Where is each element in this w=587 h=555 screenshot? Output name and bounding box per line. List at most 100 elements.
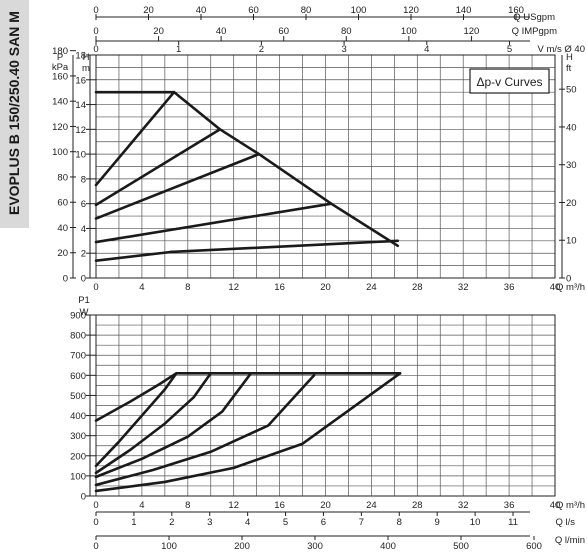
x-tick-label: 4	[139, 282, 144, 293]
power-curve	[94, 372, 253, 479]
hft-axis-label-h: H	[566, 52, 573, 63]
impgpm-tick-label: 120	[463, 26, 479, 37]
impgpm-axis-label: Q IMPgpm	[512, 26, 557, 37]
power-curve	[94, 372, 213, 475]
velocity-tick-label: 0	[93, 44, 98, 55]
head-curve	[94, 202, 333, 244]
ls-tick-label: 2	[169, 517, 174, 528]
kpa-tick-label: 80	[57, 172, 68, 183]
lmin-tick-label: 500	[453, 541, 469, 552]
x-tick-label: 16	[274, 500, 285, 511]
legend-box	[469, 68, 550, 94]
power-tick-label: 400	[70, 411, 86, 422]
velocity-axis-label: V m/s Ø 40	[537, 44, 585, 55]
x-tick-label: 36	[504, 500, 515, 511]
lmin-tick-label: 600	[526, 541, 542, 552]
hm-tick-label: 16	[75, 75, 86, 86]
x-tick-label: 24	[366, 282, 377, 293]
impgpm-tick-label: 40	[216, 26, 227, 37]
x-axis-label: Q m³/h	[556, 500, 585, 511]
power-tick-label: 200	[70, 451, 86, 462]
title-band: EVOPLUS B 150/250.40 SAN M	[0, 0, 29, 228]
x-tick-label: 28	[412, 500, 423, 511]
head-curve	[165, 90, 400, 248]
hft-tick-label: 50	[566, 85, 577, 96]
hm-tick-label: 14	[75, 100, 86, 111]
hft-tick-label: 20	[566, 198, 577, 209]
kpa-tick-label: 100	[52, 147, 68, 158]
ls-tick-label: 6	[321, 517, 326, 528]
x-tick-label: 8	[185, 500, 190, 511]
usgpm-axis-label: Q USgpm	[513, 12, 555, 23]
ls-tick-label: 10	[470, 517, 481, 528]
hm-tick-label: 10	[75, 150, 86, 161]
head-curve	[94, 250, 172, 262]
hm-axis-label-h: H	[83, 52, 90, 63]
lmin-axis-label: Q l/min	[555, 535, 585, 546]
ls-tick-label: 5	[283, 517, 288, 528]
power-tick-label: 0	[81, 492, 86, 503]
lmin-tick-label: 0	[93, 541, 98, 552]
velocity-tick-label: 2	[259, 44, 264, 55]
x-tick-label: 16	[274, 282, 285, 293]
velocity-tick-label: 1	[176, 44, 181, 55]
hft-tick-label: 0	[566, 274, 571, 285]
x-axis-label: Q m³/h	[556, 282, 585, 293]
hm-tick-label: 2	[81, 249, 86, 260]
usgpm-tick-label: 140	[456, 5, 472, 16]
head-curve	[94, 90, 176, 187]
ls-tick-label: 1	[131, 517, 136, 528]
usgpm-tick-label: 20	[143, 5, 154, 16]
ls-tick-label: 9	[435, 517, 440, 528]
x-tick-label: 4	[139, 500, 144, 511]
x-tick-label: 12	[228, 500, 239, 511]
hm-axis-label-unit: m	[82, 63, 90, 74]
kpa-axis-label-p: P	[57, 52, 63, 63]
x-tick-label: 40	[550, 282, 561, 293]
power-tick-label: 500	[70, 391, 86, 402]
x-tick-label: 32	[458, 500, 469, 511]
x-tick-label: 0	[93, 500, 98, 511]
kpa-tick-label: 140	[52, 97, 68, 108]
power-tick-label: 900	[70, 311, 86, 322]
usgpm-tick-label: 120	[403, 5, 419, 16]
power-tick-label: 600	[70, 371, 86, 382]
plot-frame-lower	[95, 314, 556, 497]
kpa-tick-label: 20	[57, 248, 68, 259]
usgpm-tick-label: 60	[248, 5, 259, 16]
impgpm-tick-label: 60	[278, 26, 289, 37]
ls-tick-label: 0	[93, 517, 98, 528]
kpa-tick-label: 40	[57, 223, 68, 234]
kpa-tick-label: 160	[52, 71, 68, 82]
ls-tick-label: 8	[397, 517, 402, 528]
hm-tick-label: 18	[75, 51, 86, 62]
lmin-tick-label: 400	[380, 541, 396, 552]
usgpm-tick-label: 40	[196, 5, 207, 16]
power-axis-label-p1: P1	[78, 295, 90, 306]
plot-frame-upper	[95, 54, 556, 279]
ls-axis-label: Q l/s	[555, 517, 575, 528]
power-tick-label: 300	[70, 431, 86, 442]
ls-tick-label: 4	[245, 517, 250, 528]
impgpm-tick-label: 80	[341, 26, 352, 37]
lmin-tick-label: 300	[307, 541, 323, 552]
kpa-tick-label: 60	[57, 198, 68, 209]
head-curve	[169, 239, 400, 254]
hm-tick-label: 12	[75, 125, 86, 136]
ls-tick-label: 7	[359, 517, 364, 528]
hm-tick-label: 4	[81, 224, 86, 235]
x-tick-label: 40	[550, 500, 561, 511]
usgpm-tick-label: 0	[93, 5, 98, 16]
ls-tick-label: 11	[508, 517, 518, 528]
hm-tick-label: 8	[81, 174, 86, 185]
ls-tick-label: 3	[207, 517, 212, 528]
legend-label: Δp-v Curves	[476, 75, 542, 89]
x-tick-label: 20	[320, 282, 331, 293]
power-tick-label: 100	[70, 471, 86, 482]
usgpm-tick-label: 100	[351, 5, 367, 16]
hft-tick-label: 30	[566, 160, 577, 171]
x-tick-label: 12	[228, 282, 239, 293]
lmin-tick-label: 100	[161, 541, 177, 552]
kpa-tick-label: 120	[52, 122, 68, 133]
